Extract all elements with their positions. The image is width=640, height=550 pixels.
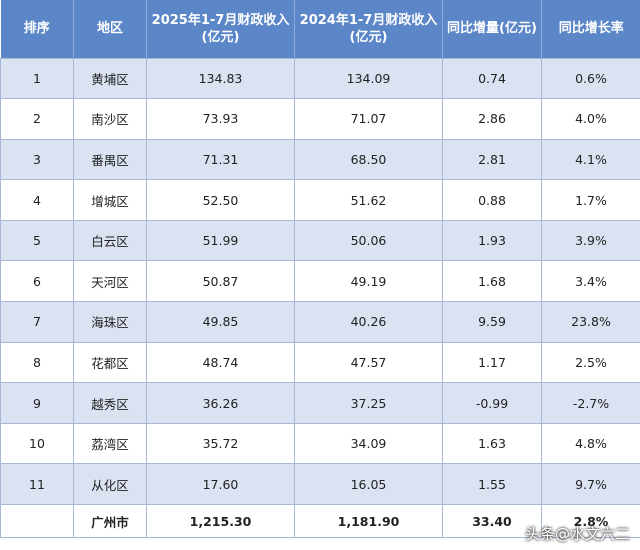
revenue-2024-cell: 49.19 bbox=[294, 260, 443, 303]
region-cell: 南沙区 bbox=[73, 98, 147, 140]
total-region-cell: 广州市 bbox=[73, 504, 147, 539]
increase-cell: 0.74 bbox=[442, 57, 542, 100]
table-row: 2 南沙区 73.93 71.07 2.86 4.0% bbox=[0, 98, 640, 140]
total-row: 广州市 1,215.30 1,181.90 33.40 2.8% bbox=[0, 504, 640, 539]
increase-cell: 1.55 bbox=[442, 463, 542, 506]
rank-cell: 7 bbox=[0, 301, 74, 343]
table-row: 4 增城区 52.50 51.62 0.88 1.7% bbox=[0, 179, 640, 221]
region-cell: 增城区 bbox=[73, 179, 147, 221]
rank-cell: 9 bbox=[0, 382, 74, 424]
increase-cell: 9.59 bbox=[442, 301, 542, 343]
revenue-2025-cell: 17.60 bbox=[146, 463, 295, 506]
total-rate-cell: 2.8% bbox=[541, 504, 640, 539]
increase-cell: 1.63 bbox=[442, 422, 542, 465]
header-region: 地区 bbox=[73, 0, 147, 58]
table-row: 6 天河区 50.87 49.19 1.68 3.4% bbox=[0, 260, 640, 303]
header-revenue-2024: 2024年1-7月财政收入(亿元) bbox=[294, 0, 443, 58]
region-cell: 海珠区 bbox=[73, 301, 147, 343]
revenue-2024-cell: 40.26 bbox=[294, 301, 443, 343]
rate-cell: 4.0% bbox=[541, 98, 640, 140]
region-cell: 番禺区 bbox=[73, 138, 147, 181]
rate-cell: -2.7% bbox=[541, 382, 640, 424]
increase-cell: 1.68 bbox=[442, 260, 542, 303]
region-cell: 黄埔区 bbox=[73, 57, 147, 100]
rank-cell: 6 bbox=[0, 260, 74, 303]
rate-cell: 23.8% bbox=[541, 301, 640, 343]
table-row: 11 从化区 17.60 16.05 1.55 9.7% bbox=[0, 463, 640, 506]
increase-cell: 0.88 bbox=[442, 179, 542, 221]
revenue-2025-cell: 51.99 bbox=[146, 219, 295, 262]
header-yoy-increase: 同比增量(亿元) bbox=[442, 0, 542, 58]
increase-cell: 2.86 bbox=[442, 98, 542, 140]
watermark: 头条@水文六二 bbox=[524, 525, 630, 543]
increase-cell: 2.81 bbox=[442, 138, 542, 181]
rate-cell: 4.8% bbox=[541, 422, 640, 465]
rank-cell: 11 bbox=[0, 463, 74, 506]
rate-cell: 3.4% bbox=[541, 260, 640, 303]
increase-cell: 1.17 bbox=[442, 341, 542, 384]
revenue-2024-cell: 50.06 bbox=[294, 219, 443, 262]
rank-cell: 3 bbox=[0, 138, 74, 181]
region-cell: 白云区 bbox=[73, 219, 147, 262]
revenue-2024-cell: 34.09 bbox=[294, 422, 443, 465]
revenue-2025-cell: 52.50 bbox=[146, 179, 295, 221]
revenue-2024-cell: 134.09 bbox=[294, 57, 443, 100]
revenue-2025-cell: 50.87 bbox=[146, 260, 295, 303]
rate-cell: 3.9% bbox=[541, 219, 640, 262]
rate-cell: 9.7% bbox=[541, 463, 640, 506]
header-revenue-2025: 2025年1-7月财政收入(亿元) bbox=[146, 0, 295, 58]
rate-cell: 1.7% bbox=[541, 179, 640, 221]
revenue-2025-cell: 48.74 bbox=[146, 341, 295, 384]
table-row: 9 越秀区 36.26 37.25 -0.99 -2.7% bbox=[0, 382, 640, 424]
region-cell: 从化区 bbox=[73, 463, 147, 506]
revenue-2025-cell: 71.31 bbox=[146, 138, 295, 181]
rank-cell: 8 bbox=[0, 341, 74, 384]
table-row: 10 荔湾区 35.72 34.09 1.63 4.8% bbox=[0, 422, 640, 465]
rate-cell: 4.1% bbox=[541, 138, 640, 181]
region-cell: 花都区 bbox=[73, 341, 147, 384]
region-cell: 越秀区 bbox=[73, 382, 147, 424]
rank-cell: 1 bbox=[0, 57, 74, 100]
revenue-2024-cell: 71.07 bbox=[294, 98, 443, 140]
revenue-2024-cell: 16.05 bbox=[294, 463, 443, 506]
table-row: 5 白云区 51.99 50.06 1.93 3.9% bbox=[0, 219, 640, 262]
revenue-2024-cell: 37.25 bbox=[294, 382, 443, 424]
total-revenue-2024-cell: 1,181.90 bbox=[294, 504, 443, 539]
rank-cell: 5 bbox=[0, 219, 74, 262]
revenue-2025-cell: 49.85 bbox=[146, 301, 295, 343]
header-rank: 排序 bbox=[0, 0, 74, 58]
total-revenue-2025-cell: 1,215.30 bbox=[146, 504, 295, 539]
header-yoy-rate: 同比增长率 bbox=[541, 0, 640, 58]
table-row: 7 海珠区 49.85 40.26 9.59 23.8% bbox=[0, 301, 640, 343]
revenue-2025-cell: 134.83 bbox=[146, 57, 295, 100]
table-row: 8 花都区 48.74 47.57 1.17 2.5% bbox=[0, 341, 640, 384]
rank-cell: 4 bbox=[0, 179, 74, 221]
table-row: 1 黄埔区 134.83 134.09 0.74 0.6% bbox=[0, 57, 640, 100]
rank-cell: 2 bbox=[0, 98, 74, 140]
rate-cell: 0.6% bbox=[541, 57, 640, 100]
table-row: 3 番禺区 71.31 68.50 2.81 4.1% bbox=[0, 138, 640, 181]
increase-cell: -0.99 bbox=[442, 382, 542, 424]
revenue-2025-cell: 36.26 bbox=[146, 382, 295, 424]
revenue-2024-cell: 68.50 bbox=[294, 138, 443, 181]
header-row: 排序 地区 2025年1-7月财政收入(亿元) 2024年1-7月财政收入(亿元… bbox=[0, 0, 640, 58]
total-rank-cell bbox=[0, 504, 74, 539]
region-cell: 荔湾区 bbox=[73, 422, 147, 465]
revenue-2024-cell: 47.57 bbox=[294, 341, 443, 384]
rank-cell: 10 bbox=[0, 422, 74, 465]
region-cell: 天河区 bbox=[73, 260, 147, 303]
revenue-2025-cell: 35.72 bbox=[146, 422, 295, 465]
increase-cell: 1.93 bbox=[442, 219, 542, 262]
revenue-2025-cell: 73.93 bbox=[146, 98, 295, 140]
rate-cell: 2.5% bbox=[541, 341, 640, 384]
revenue-2024-cell: 51.62 bbox=[294, 179, 443, 221]
